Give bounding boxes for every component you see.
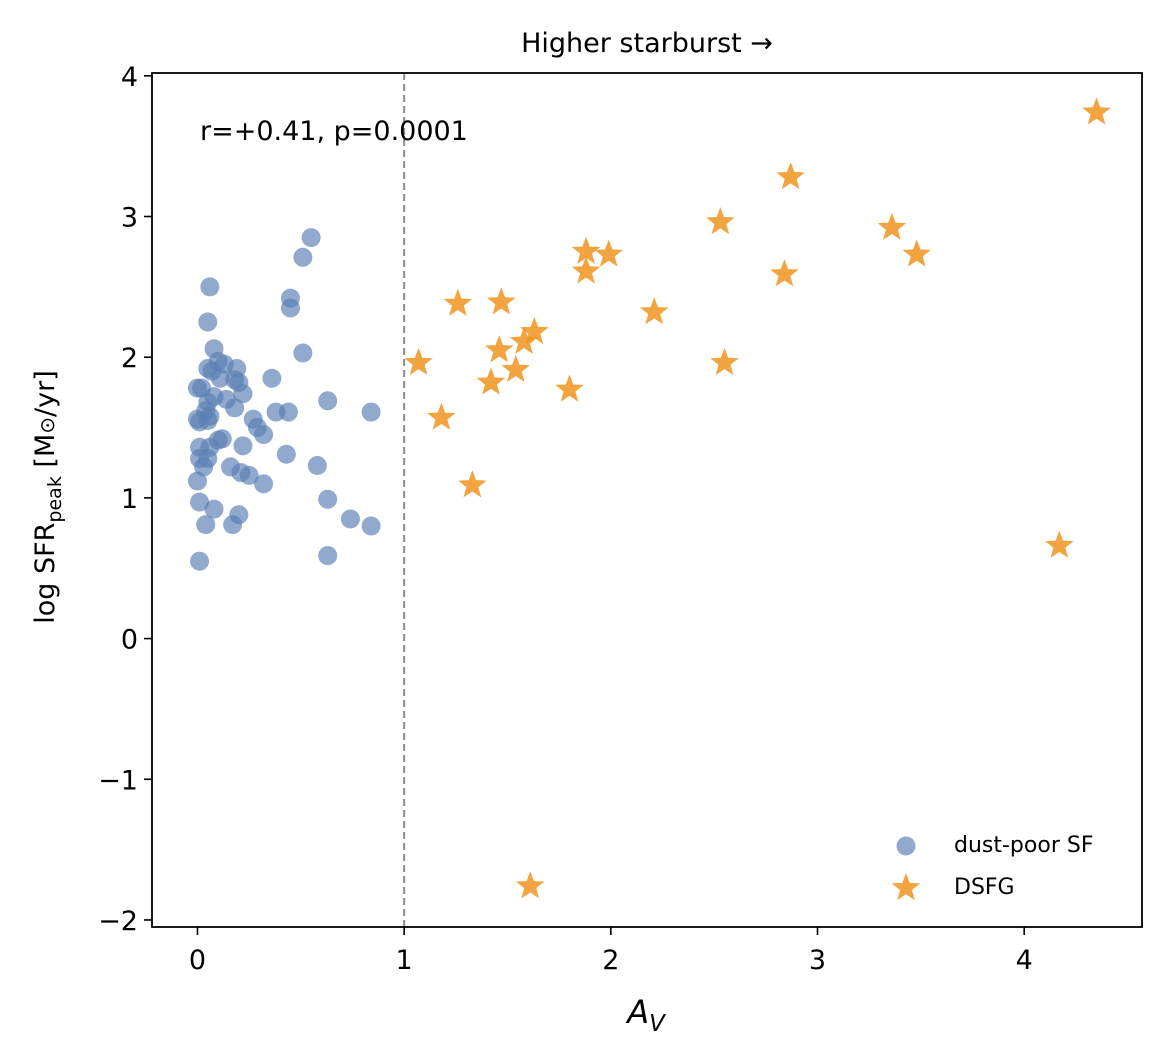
x-tick-label: 0 xyxy=(189,945,206,976)
y-axis-label: log SFRpeak [M⊙/yr] xyxy=(30,370,66,623)
legend-label-dust-poor-sf: dust-poor SF xyxy=(954,833,1093,858)
dust-poor-point xyxy=(196,401,216,421)
dsfg-point xyxy=(520,316,549,345)
dust-poor-point xyxy=(233,436,253,456)
dsfg-point xyxy=(710,347,739,375)
dust-poor-point xyxy=(225,398,245,418)
x-axis-label-subscript: V xyxy=(649,1011,667,1037)
x-axis-label-main: A xyxy=(625,993,649,1031)
x-tick-label: 2 xyxy=(602,945,619,976)
x-tick-label: 4 xyxy=(1016,945,1033,976)
dsfg-point xyxy=(571,256,601,284)
dsfg-point xyxy=(902,239,931,267)
dust-poor-point xyxy=(254,425,274,445)
dust-poor-point xyxy=(301,228,321,248)
y-tick-label: 4 xyxy=(121,62,138,93)
dsfg-point xyxy=(571,236,601,264)
x-axis-ticks: 0 1 2 3 4 xyxy=(189,927,1033,976)
dust-poor-point xyxy=(233,384,253,404)
legend: dust-poor SF DSFG xyxy=(891,833,1093,901)
y-tick-label: 2 xyxy=(121,343,138,374)
y-axis-label-unit: /yr] xyxy=(30,370,61,417)
dust-poor-point xyxy=(198,312,218,332)
y-axis-label-bracket: [M xyxy=(30,434,61,476)
dust-poor-point xyxy=(318,391,338,411)
dsfg-point xyxy=(770,259,799,287)
dust-poor-point xyxy=(187,471,207,491)
dsfg-point xyxy=(877,212,907,240)
dsfg-point xyxy=(443,288,473,316)
legend-marker-circle xyxy=(896,836,916,856)
legend-star-marker xyxy=(891,873,921,901)
dust-poor-point xyxy=(254,474,274,494)
dust-poor-point xyxy=(190,492,210,512)
dsfg-point xyxy=(501,354,531,382)
dust-poor-point xyxy=(200,277,220,297)
x-tick-label: 3 xyxy=(809,945,826,976)
dust-poor-point xyxy=(196,515,216,535)
dsfg-point xyxy=(515,871,545,899)
dust-poor-point xyxy=(318,489,338,509)
dust-poor-point xyxy=(318,546,338,566)
dust-poor-point xyxy=(280,298,300,318)
dsfg-point xyxy=(509,326,539,354)
dsfg-point xyxy=(1045,530,1074,558)
dsfg-point xyxy=(639,297,669,325)
chart-title: Higher starburst → xyxy=(521,28,773,59)
dust-poor-point xyxy=(210,368,230,388)
dsfg-point xyxy=(776,162,805,190)
y-tick-label: −1 xyxy=(98,765,138,796)
dust-poor-point xyxy=(276,444,296,464)
dsfg-point xyxy=(427,402,456,430)
dust-poor-point xyxy=(361,402,381,422)
x-tick-label: 1 xyxy=(396,945,413,976)
dsfg-point xyxy=(1082,97,1111,125)
dsfg-point xyxy=(458,470,487,498)
y-axis-ticks: −2 −1 0 1 2 3 4 xyxy=(98,62,152,937)
dsfg-point xyxy=(476,367,506,395)
dust-poor-point xyxy=(340,509,360,529)
legend-item-dust-poor-sf: dust-poor SF xyxy=(896,833,1093,858)
x-axis-label: AV xyxy=(625,993,667,1037)
dust-poor-point xyxy=(204,499,224,519)
legend-item-dsfg: DSFG xyxy=(891,873,1015,901)
dust-poor-point xyxy=(239,465,259,485)
plot-area-frame xyxy=(151,72,1143,928)
points-layer xyxy=(187,97,1111,899)
legend-label-dsfg: DSFG xyxy=(954,875,1015,900)
correlation-annotation: r=+0.41, p=0.0001 xyxy=(200,116,468,147)
dsfg-point xyxy=(484,335,514,363)
dust-poor-point xyxy=(293,343,313,363)
dsfg-point xyxy=(594,239,624,267)
dsfg-point xyxy=(487,287,516,315)
dust-poor-point xyxy=(262,368,282,388)
dsfg-point xyxy=(555,374,584,402)
dsfg-point xyxy=(404,347,433,375)
y-tick-label: 0 xyxy=(121,625,138,656)
dust-poor-point xyxy=(361,516,381,536)
y-tick-label: −2 xyxy=(98,906,138,937)
y-axis-label-prefix: log SFR xyxy=(30,523,61,624)
dust-poor-point xyxy=(212,429,232,449)
legend-circle-marker xyxy=(896,836,916,856)
legend-marker-star xyxy=(891,873,921,901)
solar-symbol: ⊙ xyxy=(35,417,59,434)
y-axis-label-subscript: peak xyxy=(44,476,66,522)
dust-poor-point xyxy=(307,456,327,476)
dust-poor-point xyxy=(190,551,210,571)
dust-poor-point xyxy=(223,515,243,535)
y-tick-label: 1 xyxy=(121,484,138,515)
y-tick-label: 3 xyxy=(121,203,138,234)
dust-poor-point xyxy=(293,247,313,267)
dust-poor-point xyxy=(278,402,298,422)
dsfg-point xyxy=(706,207,735,235)
